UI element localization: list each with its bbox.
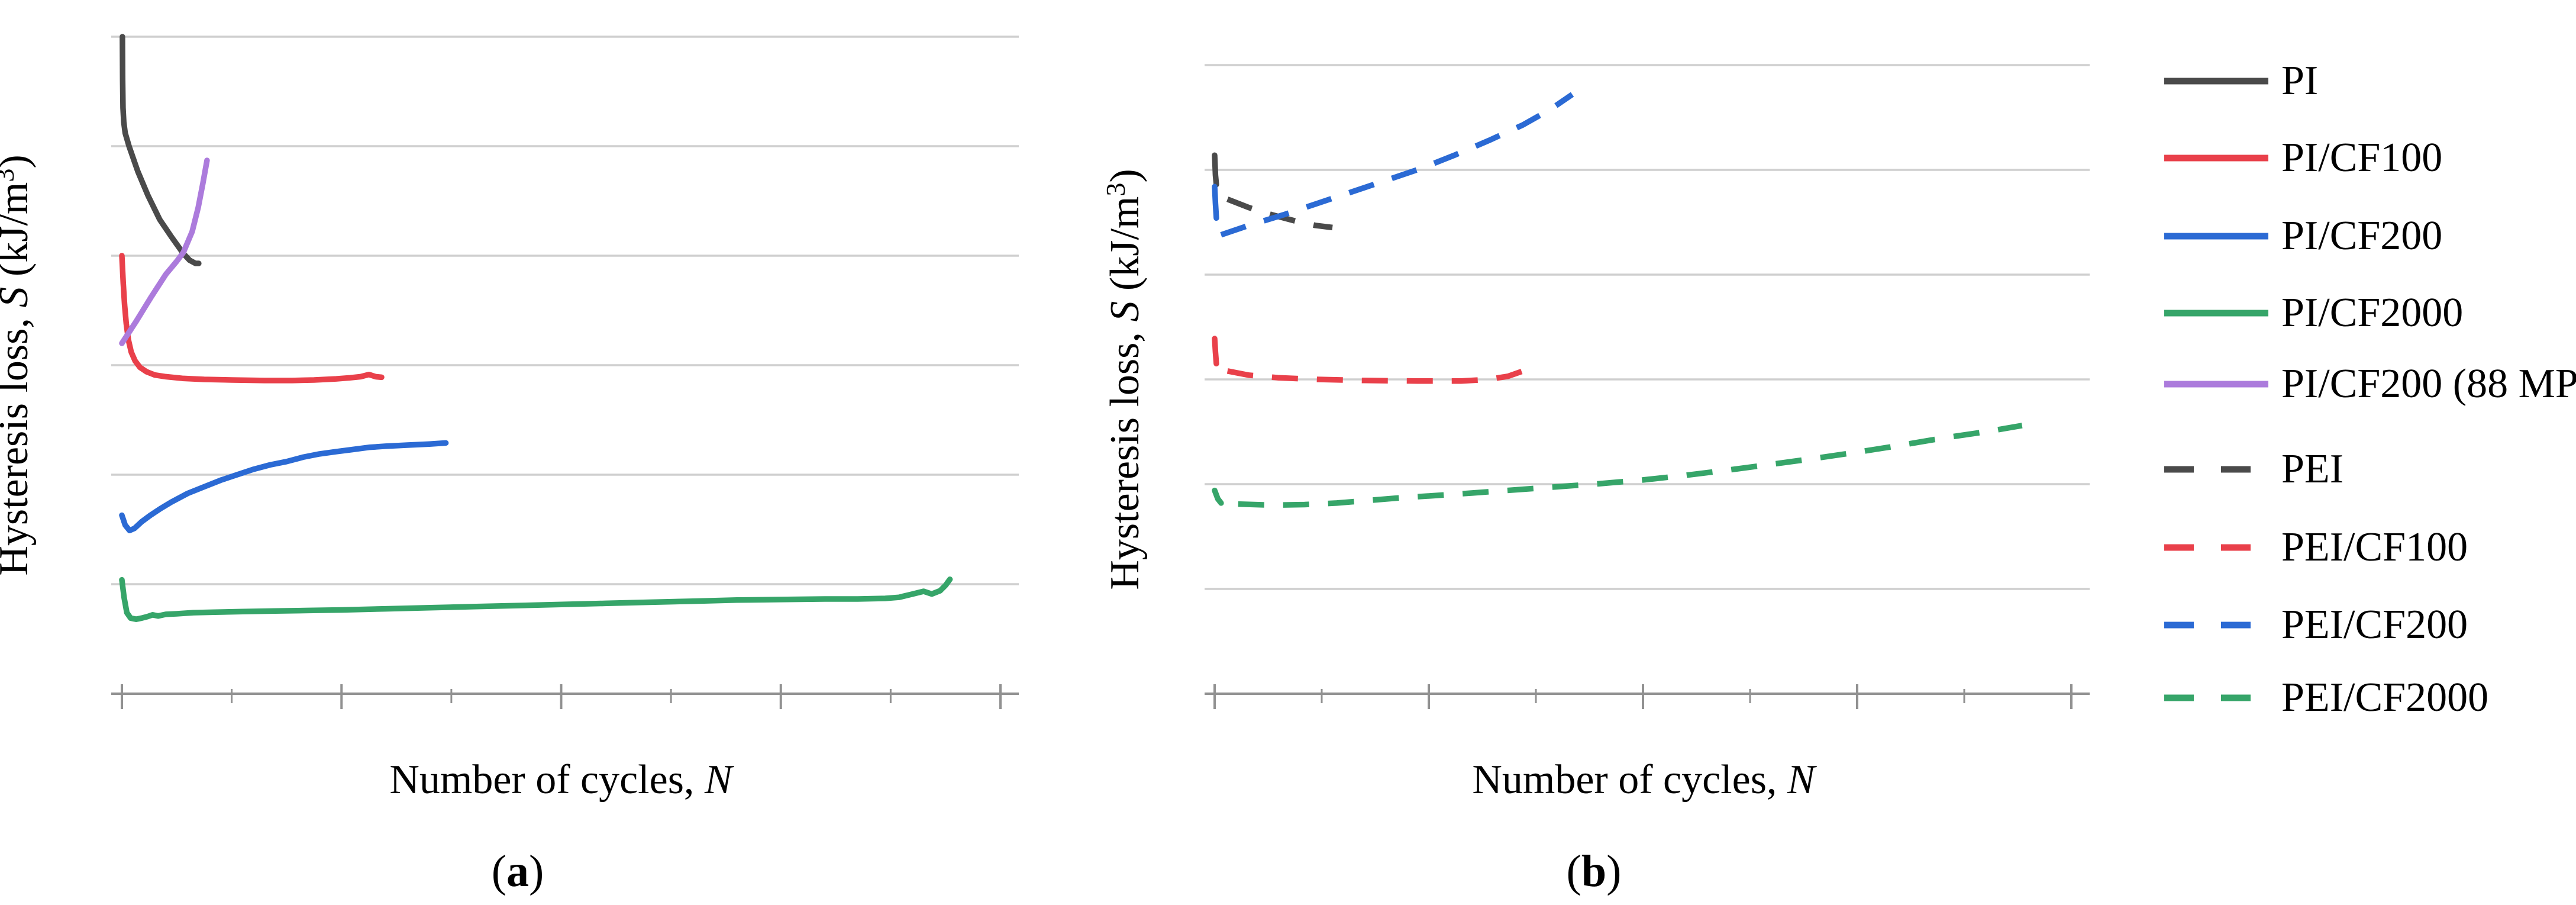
series-pei-cf2000-path	[1238, 423, 2023, 508]
series-pei-cf200-path	[1220, 92, 1574, 238]
y-axis-title-part: Hysteresis loss,	[1102, 322, 1148, 590]
y-axis-title-part: S	[1102, 301, 1148, 322]
caption-b: (b)	[1567, 846, 1622, 896]
chart-b: Number of cycles, N Hysteresis loss, S (k…	[1100, 64, 2090, 896]
x-axis-title-part: N	[704, 757, 734, 803]
caption-a-part: )	[529, 846, 544, 896]
y-axis-title-part: )	[1102, 169, 1148, 182]
y-axis-title-part: (kJ/m	[0, 182, 37, 287]
y-axis-title-part: 3	[0, 169, 20, 182]
x-axis-title-part: Number of cycles,	[1472, 757, 1787, 803]
series-pi-cf200-path	[119, 440, 449, 534]
caption-b-part: )	[1606, 846, 1621, 896]
caption-b-part: b	[1581, 846, 1606, 896]
series-pei-cf100-path	[1212, 336, 1219, 367]
series-pei-cf100-path	[1226, 362, 1535, 384]
series-pei-cf200-path	[1212, 183, 1219, 221]
y-axis-title: Hysteresis loss, S (kJ/m3)	[0, 154, 37, 575]
series-pei-path	[1226, 197, 1333, 231]
series-pi-path	[120, 34, 202, 266]
chart-a: Number of cycles, N Hysteresis loss, S (k…	[0, 34, 1019, 896]
series-pi-cf100-path	[119, 253, 385, 384]
y-axis-title-part: (kJ/m	[1102, 197, 1148, 301]
caption-a-part: (	[492, 846, 506, 896]
caption-a-part: a	[506, 846, 529, 896]
y-axis-title-part: 3	[1100, 183, 1131, 197]
x-axis-title: Number of cycles, N	[389, 757, 734, 803]
series-pei-cf2000-path	[1212, 487, 1224, 506]
caption-b-part: (	[1567, 846, 1581, 896]
y-axis-title-part: Hysteresis loss,	[0, 308, 37, 576]
x-axis-title: Number of cycles, N	[1472, 757, 1817, 803]
y-axis-title: Hysteresis loss, S (kJ/m3)	[1100, 169, 1148, 590]
series-pei-path	[1212, 152, 1219, 188]
caption-a: (a)	[492, 846, 544, 896]
series-pi-cf200-88-mpa--path	[119, 157, 210, 346]
x-axis-title-part: N	[1787, 757, 1817, 803]
series-pi-cf2000-path	[119, 576, 953, 622]
y-axis-title-part: )	[0, 154, 37, 168]
y-axis-title-part: S	[0, 287, 37, 308]
x-axis-title-part: Number of cycles,	[389, 757, 705, 803]
